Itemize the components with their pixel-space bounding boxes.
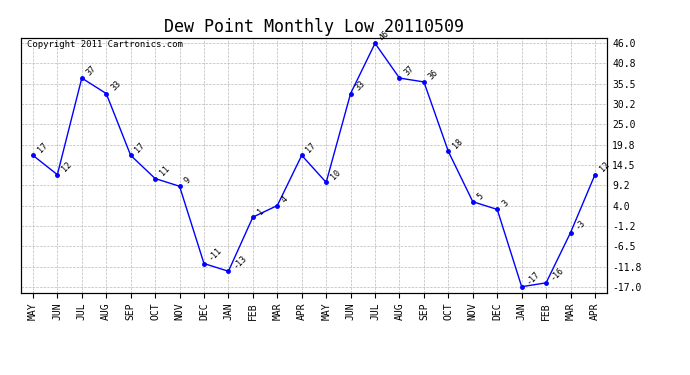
Text: 12: 12 [598, 160, 611, 174]
Text: 12: 12 [60, 160, 74, 174]
Text: Copyright 2011 Cartronics.com: Copyright 2011 Cartronics.com [26, 40, 182, 49]
Text: -17: -17 [524, 269, 542, 286]
Text: 10: 10 [329, 168, 342, 182]
Text: 18: 18 [451, 137, 464, 151]
Text: -3: -3 [573, 218, 586, 232]
Text: 5: 5 [475, 191, 486, 201]
Text: -13: -13 [231, 254, 248, 270]
Text: -16: -16 [549, 265, 566, 282]
Text: -11: -11 [207, 246, 224, 263]
Title: Dew Point Monthly Low 20110509: Dew Point Monthly Low 20110509 [164, 18, 464, 36]
Text: 4: 4 [280, 195, 290, 205]
Text: 17: 17 [304, 141, 318, 154]
Text: 46: 46 [378, 29, 391, 42]
Text: 1: 1 [255, 207, 266, 216]
Text: 17: 17 [133, 141, 147, 154]
Text: 17: 17 [36, 141, 49, 154]
Text: 11: 11 [158, 164, 171, 178]
Text: 33: 33 [353, 79, 367, 93]
Text: 37: 37 [85, 64, 98, 77]
Text: 37: 37 [402, 64, 415, 77]
Text: 33: 33 [109, 79, 122, 93]
Text: 3: 3 [500, 199, 510, 208]
Text: 9: 9 [182, 176, 193, 186]
Text: 36: 36 [426, 68, 440, 81]
